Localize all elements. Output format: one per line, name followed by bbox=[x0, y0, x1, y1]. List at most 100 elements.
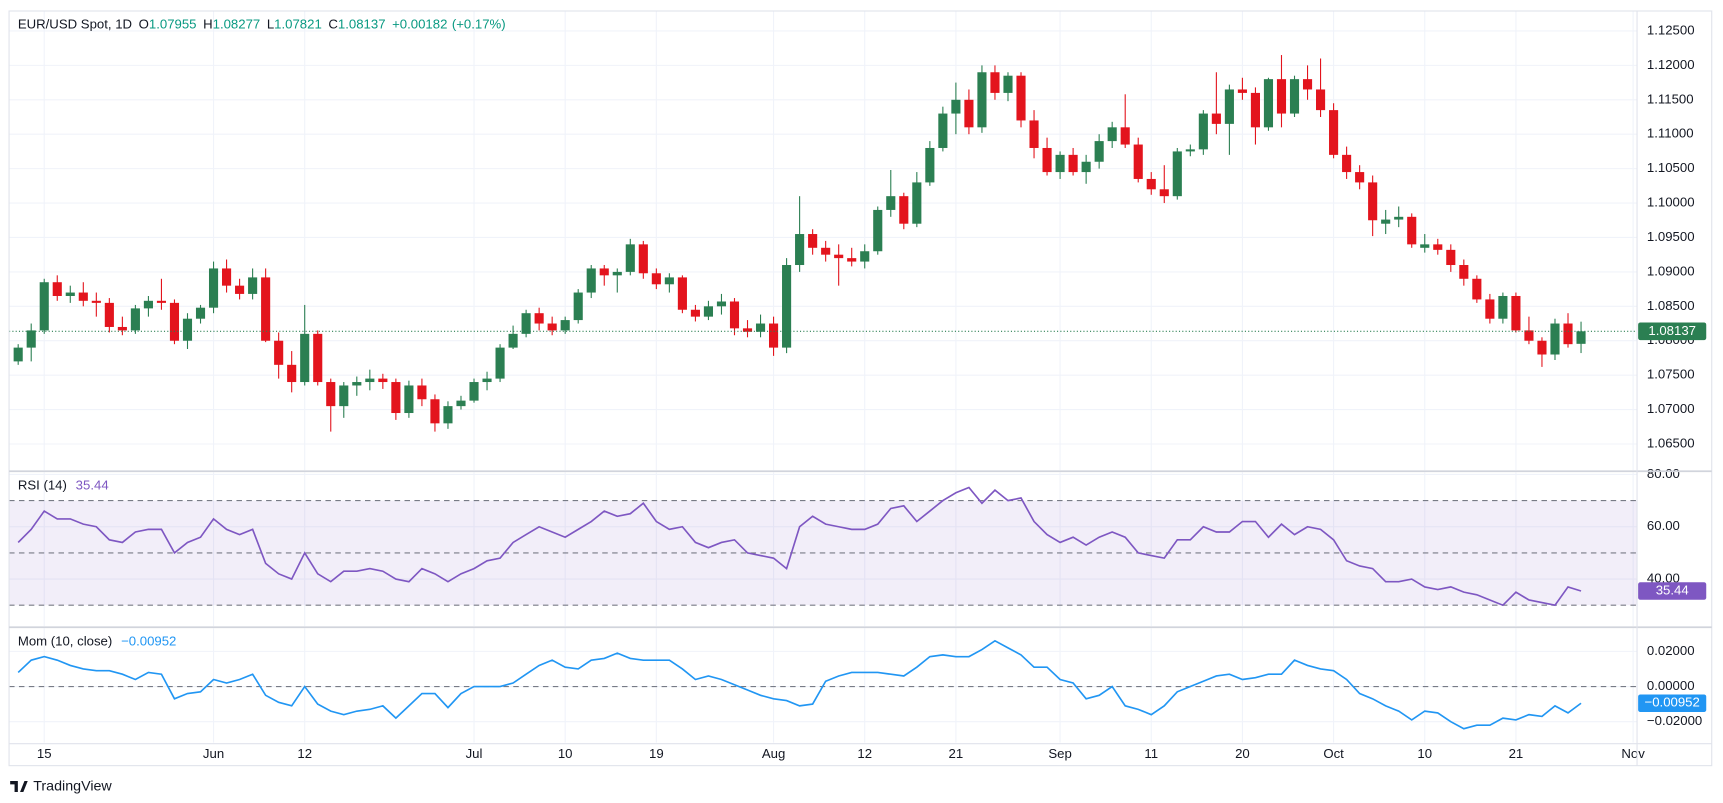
candle-body bbox=[769, 323, 779, 348]
candle-body bbox=[547, 323, 557, 331]
candle-body bbox=[1055, 154, 1065, 173]
candle-body bbox=[1250, 92, 1260, 128]
candle-body bbox=[534, 313, 544, 324]
candle-body bbox=[873, 209, 883, 252]
candle-body bbox=[1016, 75, 1026, 121]
candle-body bbox=[1211, 113, 1221, 124]
y-tick-label: 80.00 bbox=[1647, 466, 1680, 481]
candle-body bbox=[1576, 331, 1586, 344]
y-tick-label: 1.11000 bbox=[1647, 126, 1694, 141]
last-price-label: 1.08137 bbox=[1648, 323, 1696, 338]
close-value: 1.08137 bbox=[338, 17, 386, 32]
candle-body bbox=[1472, 278, 1482, 300]
candle-body bbox=[274, 340, 284, 365]
candle-body bbox=[1276, 79, 1287, 114]
x-tick-label: Jul bbox=[466, 746, 483, 761]
logo-icon bbox=[10, 781, 28, 793]
y-tick-label: 1.09000 bbox=[1647, 263, 1695, 278]
candle-body bbox=[808, 234, 818, 248]
candle-body bbox=[117, 326, 127, 331]
candle-body bbox=[378, 378, 388, 383]
y-tick-label: 1.07000 bbox=[1647, 401, 1695, 416]
candle-body bbox=[208, 268, 219, 308]
candle-body bbox=[39, 282, 49, 331]
candle-body bbox=[1485, 299, 1495, 319]
candle-body bbox=[612, 271, 622, 276]
candle-body bbox=[352, 382, 362, 386]
y-tick-label: 1.12000 bbox=[1647, 57, 1695, 72]
candle-body bbox=[1459, 265, 1469, 279]
logo-text: TradingView bbox=[33, 778, 112, 794]
candle-body bbox=[482, 378, 492, 383]
rsi-value: 35.44 bbox=[76, 478, 109, 493]
candle-body bbox=[326, 382, 336, 407]
x-tick-label: 12 bbox=[297, 746, 312, 761]
candle-body bbox=[690, 309, 700, 317]
symbol-title: EUR/USD Spot, 1D bbox=[18, 17, 132, 32]
candle-body bbox=[1003, 75, 1013, 93]
x-tick-label: Aug bbox=[762, 746, 785, 761]
y-tick-label: −0.02000 bbox=[1647, 713, 1702, 728]
candle-body bbox=[65, 292, 75, 296]
x-tick-label: 21 bbox=[1509, 746, 1524, 761]
candle-body bbox=[912, 182, 922, 224]
candle-body bbox=[300, 333, 310, 383]
candle-body bbox=[938, 113, 948, 148]
candle-body bbox=[261, 277, 271, 341]
candle-body bbox=[795, 234, 805, 266]
candle-body bbox=[1407, 216, 1417, 245]
x-tick-label: 20 bbox=[1235, 746, 1250, 761]
y-tick-label: 1.10000 bbox=[1647, 195, 1695, 210]
candle-body bbox=[1394, 216, 1404, 220]
candle-body bbox=[1263, 79, 1274, 128]
candle-body bbox=[469, 382, 479, 401]
candle-body bbox=[13, 347, 23, 362]
candle-body bbox=[1172, 151, 1182, 197]
candle-body bbox=[26, 330, 36, 348]
candle-body bbox=[1159, 189, 1169, 197]
ohlc-legend: EUR/USD Spot, 1D O1.07955 H1.08277 L1.07821… bbox=[18, 17, 506, 32]
candle-body bbox=[130, 308, 140, 331]
candle-body bbox=[1420, 244, 1430, 248]
candle-body bbox=[443, 406, 453, 424]
candle-body bbox=[703, 306, 714, 317]
candle-body bbox=[651, 273, 661, 285]
candle-body bbox=[169, 302, 180, 341]
open-key: O bbox=[139, 17, 149, 32]
candle-body bbox=[156, 300, 167, 303]
candle-body bbox=[1133, 144, 1143, 179]
candle-body bbox=[886, 196, 896, 210]
low-value: 1.07821 bbox=[274, 17, 322, 32]
candle-body bbox=[821, 247, 831, 255]
last-price-tag bbox=[1638, 322, 1707, 341]
y-tick-label: 0.00000 bbox=[1647, 678, 1695, 693]
x-tick-label: 10 bbox=[558, 746, 573, 761]
candle-body bbox=[1029, 120, 1039, 148]
candle-body bbox=[1381, 219, 1391, 224]
y-tick-label: 60.00 bbox=[1647, 518, 1680, 533]
candle-body bbox=[1342, 154, 1352, 173]
candle-body bbox=[1185, 149, 1195, 152]
candle-body bbox=[1329, 110, 1339, 155]
y-tick-label: 1.06500 bbox=[1647, 435, 1695, 450]
candle-body bbox=[78, 292, 88, 301]
candle-body bbox=[1107, 127, 1117, 142]
candle-body bbox=[1224, 89, 1234, 124]
candle-body bbox=[1042, 147, 1052, 173]
low-key: L bbox=[267, 17, 274, 32]
candle-body bbox=[925, 147, 935, 183]
candle-body bbox=[1368, 182, 1378, 221]
candle-body bbox=[104, 302, 114, 327]
indicator-line bbox=[17, 486, 1582, 607]
candle-body bbox=[1563, 323, 1573, 345]
marks bbox=[9, 55, 1638, 730]
candle-body bbox=[339, 385, 349, 407]
x-tick-label: Nov bbox=[1621, 746, 1645, 761]
x-tick-label: 12 bbox=[857, 746, 872, 761]
candle-body bbox=[664, 277, 674, 285]
candle-body bbox=[964, 99, 974, 128]
candle-body bbox=[417, 385, 427, 400]
candle-body bbox=[235, 285, 245, 294]
candle-body bbox=[899, 196, 909, 224]
